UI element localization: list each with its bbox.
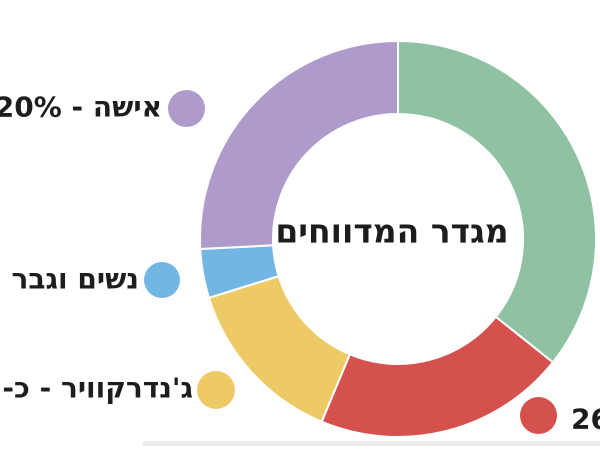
legend-label-women-and-man: נשים וגבר (11, 262, 139, 296)
legend-label-genderqueer: ג'נדרקוויר - כ- (2, 371, 193, 405)
legend-dot-red-segment (520, 397, 557, 434)
legend-dot-woman (168, 90, 205, 127)
donut-segment-green (397, 40, 597, 364)
chart-center-title: מגדר המדווחים (275, 211, 509, 251)
legend-dot-genderqueer (197, 371, 235, 409)
legend-label-woman: אישה - 20% (0, 90, 162, 124)
donut-segment-red (320, 315, 554, 438)
legend-dot-women-and-man (144, 262, 180, 298)
legend-label-red-segment: 26 (571, 402, 600, 436)
section-divider (143, 441, 600, 446)
donut-segment-purple (199, 40, 399, 250)
